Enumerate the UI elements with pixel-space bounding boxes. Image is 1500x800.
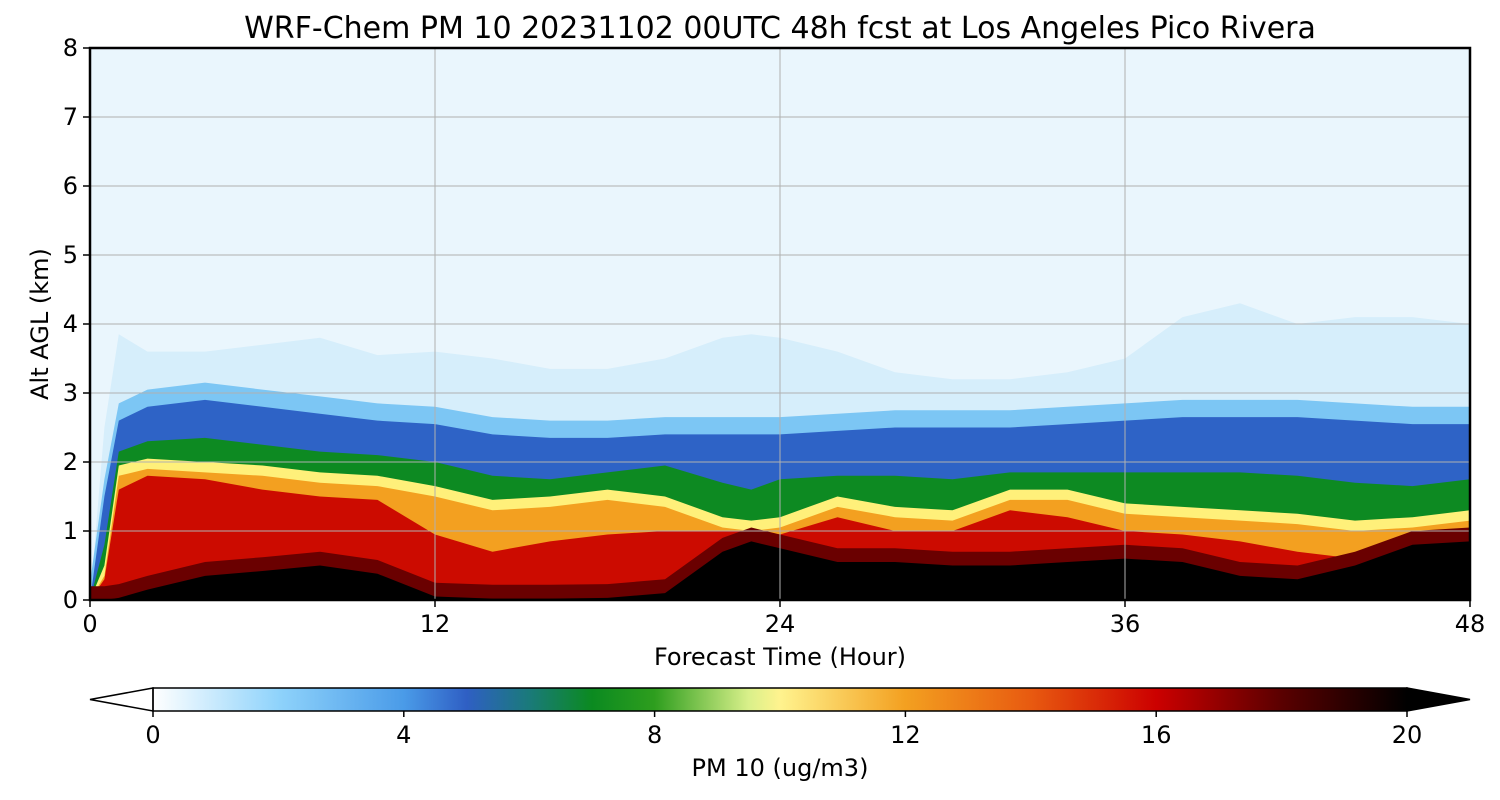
y-tick-label: 3 [63, 379, 78, 407]
colorbar-tick-label: 4 [396, 721, 411, 749]
y-axis-ticks: 0 1 2 3 4 5 6 7 8 [63, 34, 90, 614]
chart-title: WRF-Chem PM 10 20231102 00UTC 48h fcst a… [244, 11, 1316, 46]
y-tick-label: 4 [63, 310, 78, 338]
x-tick-label: 24 [765, 610, 796, 638]
x-tick-label: 36 [1110, 610, 1141, 638]
colorbar-gradient [153, 688, 1407, 711]
y-tick-label: 5 [63, 241, 78, 269]
colorbar-label: PM 10 (ug/m3) [692, 754, 869, 782]
colorbar-tick-label: 12 [890, 721, 921, 749]
y-tick-label: 2 [63, 448, 78, 476]
colorbar-tick-label: 8 [647, 721, 662, 749]
colorbar-extend-min [89, 687, 154, 712]
x-tick-label: 12 [420, 610, 451, 638]
y-tick-label: 1 [63, 517, 78, 545]
plot-area [88, 46, 1472, 602]
x-axis-label: Forecast Time (Hour) [654, 643, 906, 671]
y-axis-label: Alt AGL (km) [26, 248, 54, 400]
y-tick-label: 7 [63, 103, 78, 131]
x-axis-ticks: 0 12 24 36 48 [82, 600, 1485, 638]
colorbar-tick-label: 16 [1141, 721, 1172, 749]
y-tick-label: 0 [63, 586, 78, 614]
colorbar-tick-label: 0 [145, 721, 160, 749]
x-tick-label: 0 [82, 610, 97, 638]
colorbar-ticks: 0 4 8 12 16 20 [145, 711, 1422, 749]
colorbar: 0 4 8 12 16 20 PM 10 (ug/m3) [89, 687, 1471, 782]
y-tick-label: 8 [63, 34, 78, 62]
colorbar-tick-label: 20 [1392, 721, 1423, 749]
y-tick-label: 6 [63, 172, 78, 200]
colorbar-extend-max [1406, 687, 1471, 712]
x-tick-label: 48 [1455, 610, 1486, 638]
colorbar-frame [152, 687, 1408, 712]
